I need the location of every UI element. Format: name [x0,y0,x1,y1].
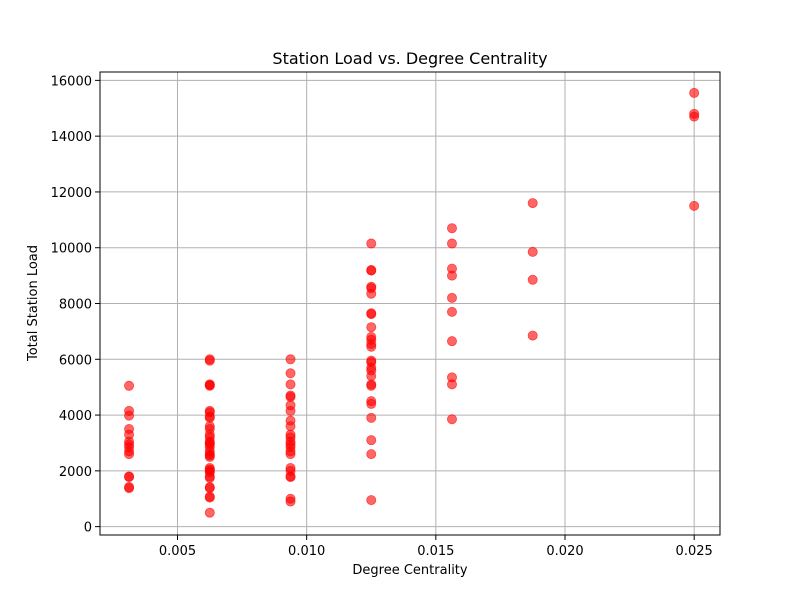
scatter-point [204,451,215,462]
y-tick-label: 4000 [59,409,92,424]
grid-lines [100,72,720,535]
scatter-point [527,198,538,209]
scatter-point [446,336,457,347]
y-tick-label: 16000 [51,74,92,89]
y-tick-label: 12000 [51,186,92,201]
scatter-point [124,483,135,494]
scatter-point [366,371,377,382]
scatter-point [689,200,700,211]
scatter-point [204,355,215,366]
scatter-point [285,354,296,365]
x-axis-ticks: 0.005 0.010 0.015 0.020 0.025 [159,535,713,559]
scatter-point [446,238,457,249]
scatter-point [366,449,377,460]
scatter-point [527,330,538,341]
scatter-point [285,496,296,507]
x-tick-label: 0.015 [417,544,454,559]
y-axis-title: Total Station Load [26,245,41,362]
y-tick-label: 6000 [59,353,92,368]
scatter-point [285,405,296,416]
y-tick-label: 8000 [59,298,92,313]
scatter-point [366,435,377,446]
scatter-point [446,414,457,425]
y-tick-label: 10000 [51,242,92,257]
scatter-point [124,471,135,482]
y-axis-ticks: 0 2000 4000 6000 8000 10000 12000 14000 16000 [51,74,100,536]
scatter-point [204,507,215,518]
scatter-point [124,449,135,460]
scatter-point [366,412,377,423]
scatter-point [285,471,296,482]
scatter-point [366,322,377,333]
scatter-point [366,398,377,409]
scatter-point [527,246,538,257]
scatter-point [366,238,377,249]
x-tick-label: 0.005 [159,544,196,559]
scatter-point [204,412,215,423]
scatter-point [285,421,296,432]
scatter-point [527,274,538,285]
x-tick-label: 0.020 [546,544,583,559]
y-tick-label: 2000 [59,465,92,480]
chart-title: Station Load vs. Degree Centrality [272,49,547,68]
x-axis-title: Degree Centrality [352,563,467,578]
scatter-point [446,270,457,281]
scatter-point [366,288,377,299]
x-tick-label: 0.010 [288,544,325,559]
scatter-point [124,380,135,391]
scatter-point [366,341,377,352]
scatter-point [285,391,296,402]
scatter-point [204,380,215,391]
x-tick-label: 0.025 [676,544,713,559]
scatter-point [204,472,215,483]
scatter-point [285,449,296,460]
scatter-point [366,380,377,391]
scatter-point [204,492,215,503]
scatter-point [446,379,457,390]
y-tick-label: 14000 [51,130,92,145]
scatter-point [446,292,457,303]
scatter-point [285,368,296,379]
scatter-point [285,379,296,390]
scatter-point [446,306,457,317]
scatter-point [366,309,377,320]
scatter-point [689,111,700,122]
data-points [124,87,700,518]
scatter-point [124,410,135,421]
scatter-point [366,265,377,276]
scatter-point [204,483,215,494]
scatter-point [689,87,700,98]
scatter-point [446,223,457,234]
scatter-point [366,495,377,506]
y-tick-label: 0 [84,521,92,536]
